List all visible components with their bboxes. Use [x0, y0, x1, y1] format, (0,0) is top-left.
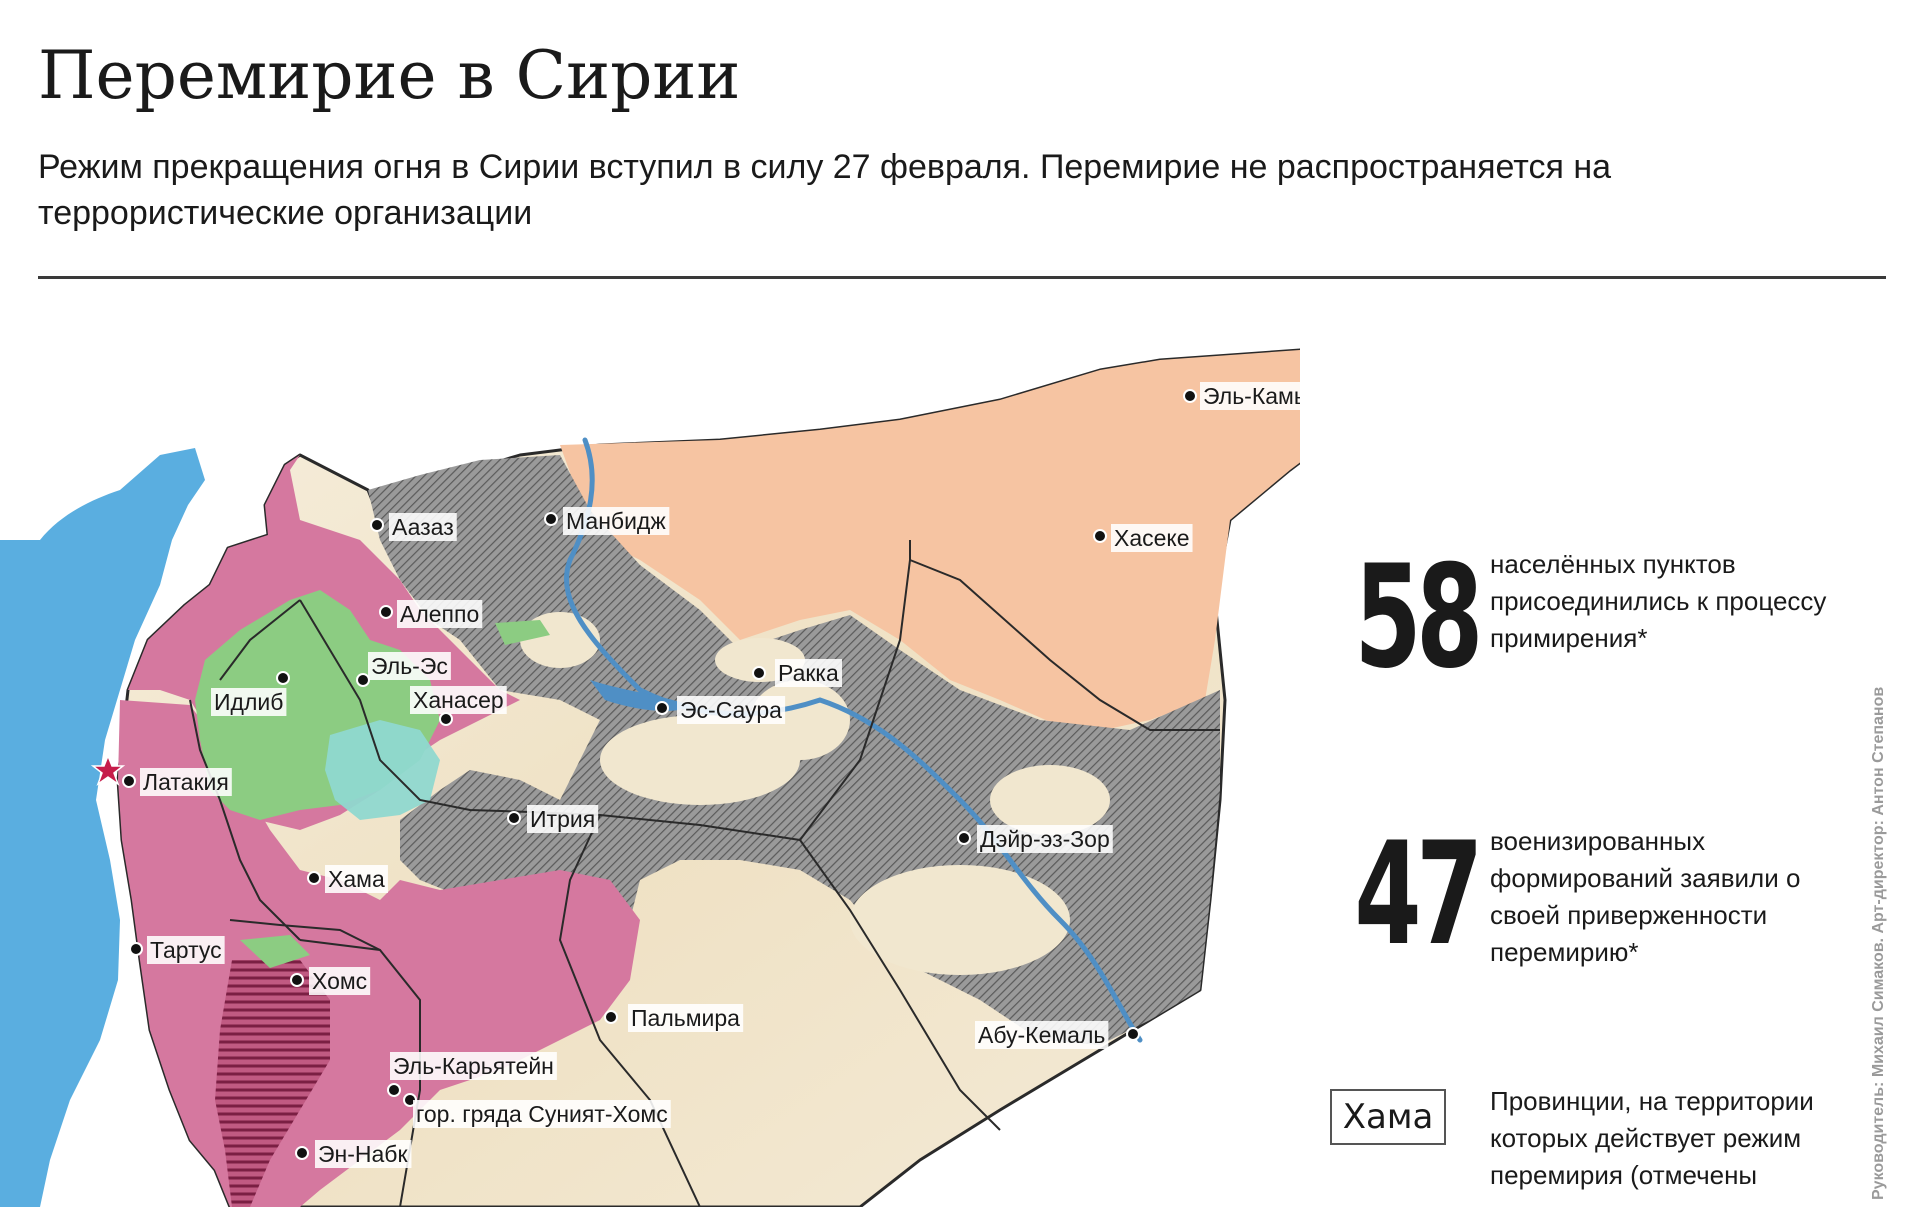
city-label-background [397, 600, 483, 628]
stat-formations: 47 военизированных формирований заявили … [1300, 815, 1860, 995]
sea-area [0, 448, 205, 1207]
page-title: Перемирие в Сирии [38, 37, 741, 114]
opposition-controlled-area [240, 935, 310, 968]
city-label: Итрия [530, 806, 595, 832]
city-label: Абу-Кемаль [978, 1022, 1105, 1048]
government-hatched-zone [215, 960, 330, 1207]
syria-map: Эль-Камышлы Аазаз Манбидж Хасеке Алеппо … [0, 348, 1300, 1207]
city-label: гор. гряда Суният-Хомс [416, 1101, 668, 1127]
desert-patch [850, 865, 1070, 975]
city-label: Идлиб [214, 689, 283, 715]
city-dot-homs [290, 973, 304, 987]
city-dot-haseke [1093, 529, 1107, 543]
legend-province-text: Провинции, на территории которых действу… [1490, 1086, 1814, 1190]
city-labels: Эль-Камышлы Аазаз Манбидж Хасеке Алеппо … [140, 382, 1300, 1168]
credits: Руководитель: Михаил Симаков. Арт-директ… [1870, 686, 1887, 1200]
hmeimim-star-icon [90, 753, 126, 786]
province-borders [189, 540, 1220, 1207]
city-dot-el-karyatein [387, 1083, 401, 1097]
city-dot-latakia [122, 774, 136, 788]
legend-province-sample: Хама [1330, 1089, 1446, 1145]
city-label: Хама [328, 866, 385, 892]
city-dot-idlib [276, 671, 290, 685]
city-dot-el-kamyshly [1183, 389, 1197, 403]
city-label-background [975, 1021, 1109, 1049]
city-label-background [211, 688, 287, 716]
city-label: Эль-Камышлы [1203, 383, 1300, 409]
city-label: Эн-Набк [318, 1141, 408, 1167]
city-dot-el-es [356, 673, 370, 687]
city-dot-hama [307, 871, 321, 885]
desert-patch [600, 715, 800, 805]
city-label: Хомс [312, 968, 367, 994]
city-label-background [775, 659, 842, 687]
city-label-background [527, 805, 599, 833]
city-dot-itriya [507, 811, 521, 825]
city-label-background [140, 768, 232, 796]
city-label: Ханасер [413, 687, 504, 713]
city-label-background [563, 507, 670, 535]
city-markers [90, 389, 1197, 1160]
city-label-background [315, 1140, 412, 1168]
city-dot-tartus [129, 942, 143, 956]
stat-description: военизированных формирований заявили о с… [1490, 826, 1801, 967]
city-label-background [389, 513, 457, 541]
city-dot-aleppo [379, 605, 393, 619]
city-label-background [390, 1052, 557, 1080]
city-label-background [977, 825, 1113, 853]
city-dot-palmyra [604, 1010, 618, 1024]
city-label: Алеппо [400, 601, 479, 627]
city-label-background [1111, 524, 1193, 552]
city-dot-deir-ez-zor [957, 831, 971, 845]
city-dot-raqqa [752, 666, 766, 680]
city-label-background [368, 652, 451, 680]
city-label: Хасеке [1114, 525, 1190, 551]
city-label-background [1200, 382, 1300, 410]
kurdish-controlled-area [560, 350, 1300, 735]
city-label-background [677, 696, 786, 724]
city-label: Эль-Эс [371, 653, 448, 679]
city-dot-hanaser [439, 712, 453, 726]
page-subtitle: Режим прекращения огня в Сирии вступил в… [38, 148, 1611, 232]
city-label: Ракка [778, 660, 839, 686]
city-label: Пальмира [631, 1005, 740, 1031]
city-label: Эс-Саура [680, 697, 782, 723]
city-label: Дэйр-эз-Зор [980, 826, 1110, 852]
city-label-background [325, 865, 388, 893]
city-label: Аазаз [392, 514, 454, 540]
city-dot-en-nabk [295, 1146, 309, 1160]
stat-description: населённых пунктов присоединились к проц… [1490, 549, 1827, 653]
city-label-background [410, 686, 507, 714]
euphrates-river [564, 437, 1143, 1043]
city-label: Эль-Карьятейн [393, 1053, 554, 1079]
stat-settlements: 58 населённых пунктов присоединились к п… [1300, 538, 1860, 718]
city-dot-manbij [544, 512, 558, 526]
city-label-background [628, 1004, 744, 1032]
opposition-controlled-area [495, 620, 550, 645]
city-dot-aazaz [370, 518, 384, 532]
city-dot-es-saura [655, 701, 669, 715]
stat-number: 58 [1354, 535, 1483, 700]
desert-patch [520, 612, 600, 668]
city-label-background [413, 1100, 671, 1128]
city-dot-abu-kemal [1126, 1027, 1140, 1041]
city-label-background [309, 967, 371, 995]
city-label: Тартус [150, 937, 222, 963]
city-label: Латакия [143, 769, 229, 795]
nusra-controlled-area [325, 720, 440, 820]
city-label-background [147, 936, 225, 964]
stat-number: 47 [1354, 812, 1483, 977]
city-label: Манбидж [566, 508, 666, 534]
header-divider [38, 276, 1886, 279]
desert-patch [990, 765, 1110, 835]
